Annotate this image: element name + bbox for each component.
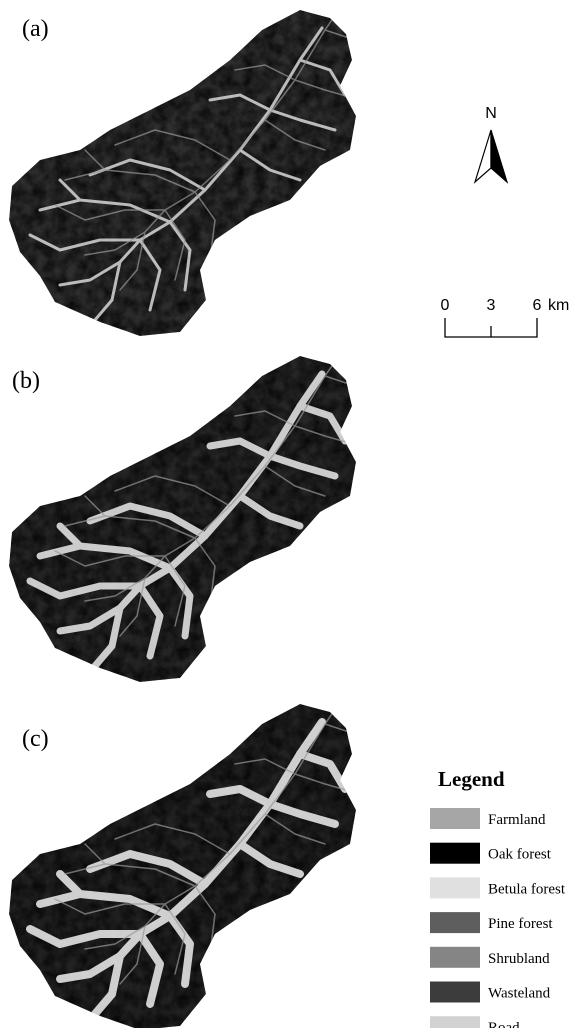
scale-tick-label: 3 [487, 297, 496, 314]
north-arrow: N [475, 105, 507, 182]
legend-swatch [430, 843, 480, 864]
legend-swatch [430, 1016, 480, 1028]
map-panel [0, 344, 370, 686]
legend-label: Farmland [488, 812, 546, 828]
legend-swatch [430, 947, 480, 968]
map-panel [0, 0, 370, 340]
legend-label: Betula forest [488, 881, 566, 897]
panel-label: (c) [22, 726, 49, 752]
legend-swatch [430, 808, 480, 829]
scale-tick-label: 0 [441, 297, 450, 314]
legend-label: Pine forest [488, 916, 553, 932]
map-panel [0, 692, 370, 1028]
legend-label: Shrubland [488, 951, 550, 967]
legend-label: Oak forest [488, 847, 552, 863]
legend-swatch [430, 982, 480, 1003]
legend-swatch [430, 877, 480, 898]
legend-title: Legend [438, 767, 505, 791]
scale-tick-label: 6 [533, 297, 542, 314]
scale-unit: km [548, 297, 569, 314]
panel-label: (a) [22, 16, 49, 42]
figure: N 0 3 6 km Legend Farmland Oak forest Betu… [0, 0, 579, 1028]
scale-bar: 0 3 6 km [441, 297, 570, 337]
legend: Farmland Oak forest Betula forest Pine fore… [430, 808, 566, 1028]
legend-label: Road [488, 1020, 520, 1028]
legend-label: Wasteland [488, 986, 551, 1002]
legend-swatch [430, 912, 480, 933]
panel-label: (b) [12, 368, 40, 394]
north-label: N [485, 105, 497, 122]
